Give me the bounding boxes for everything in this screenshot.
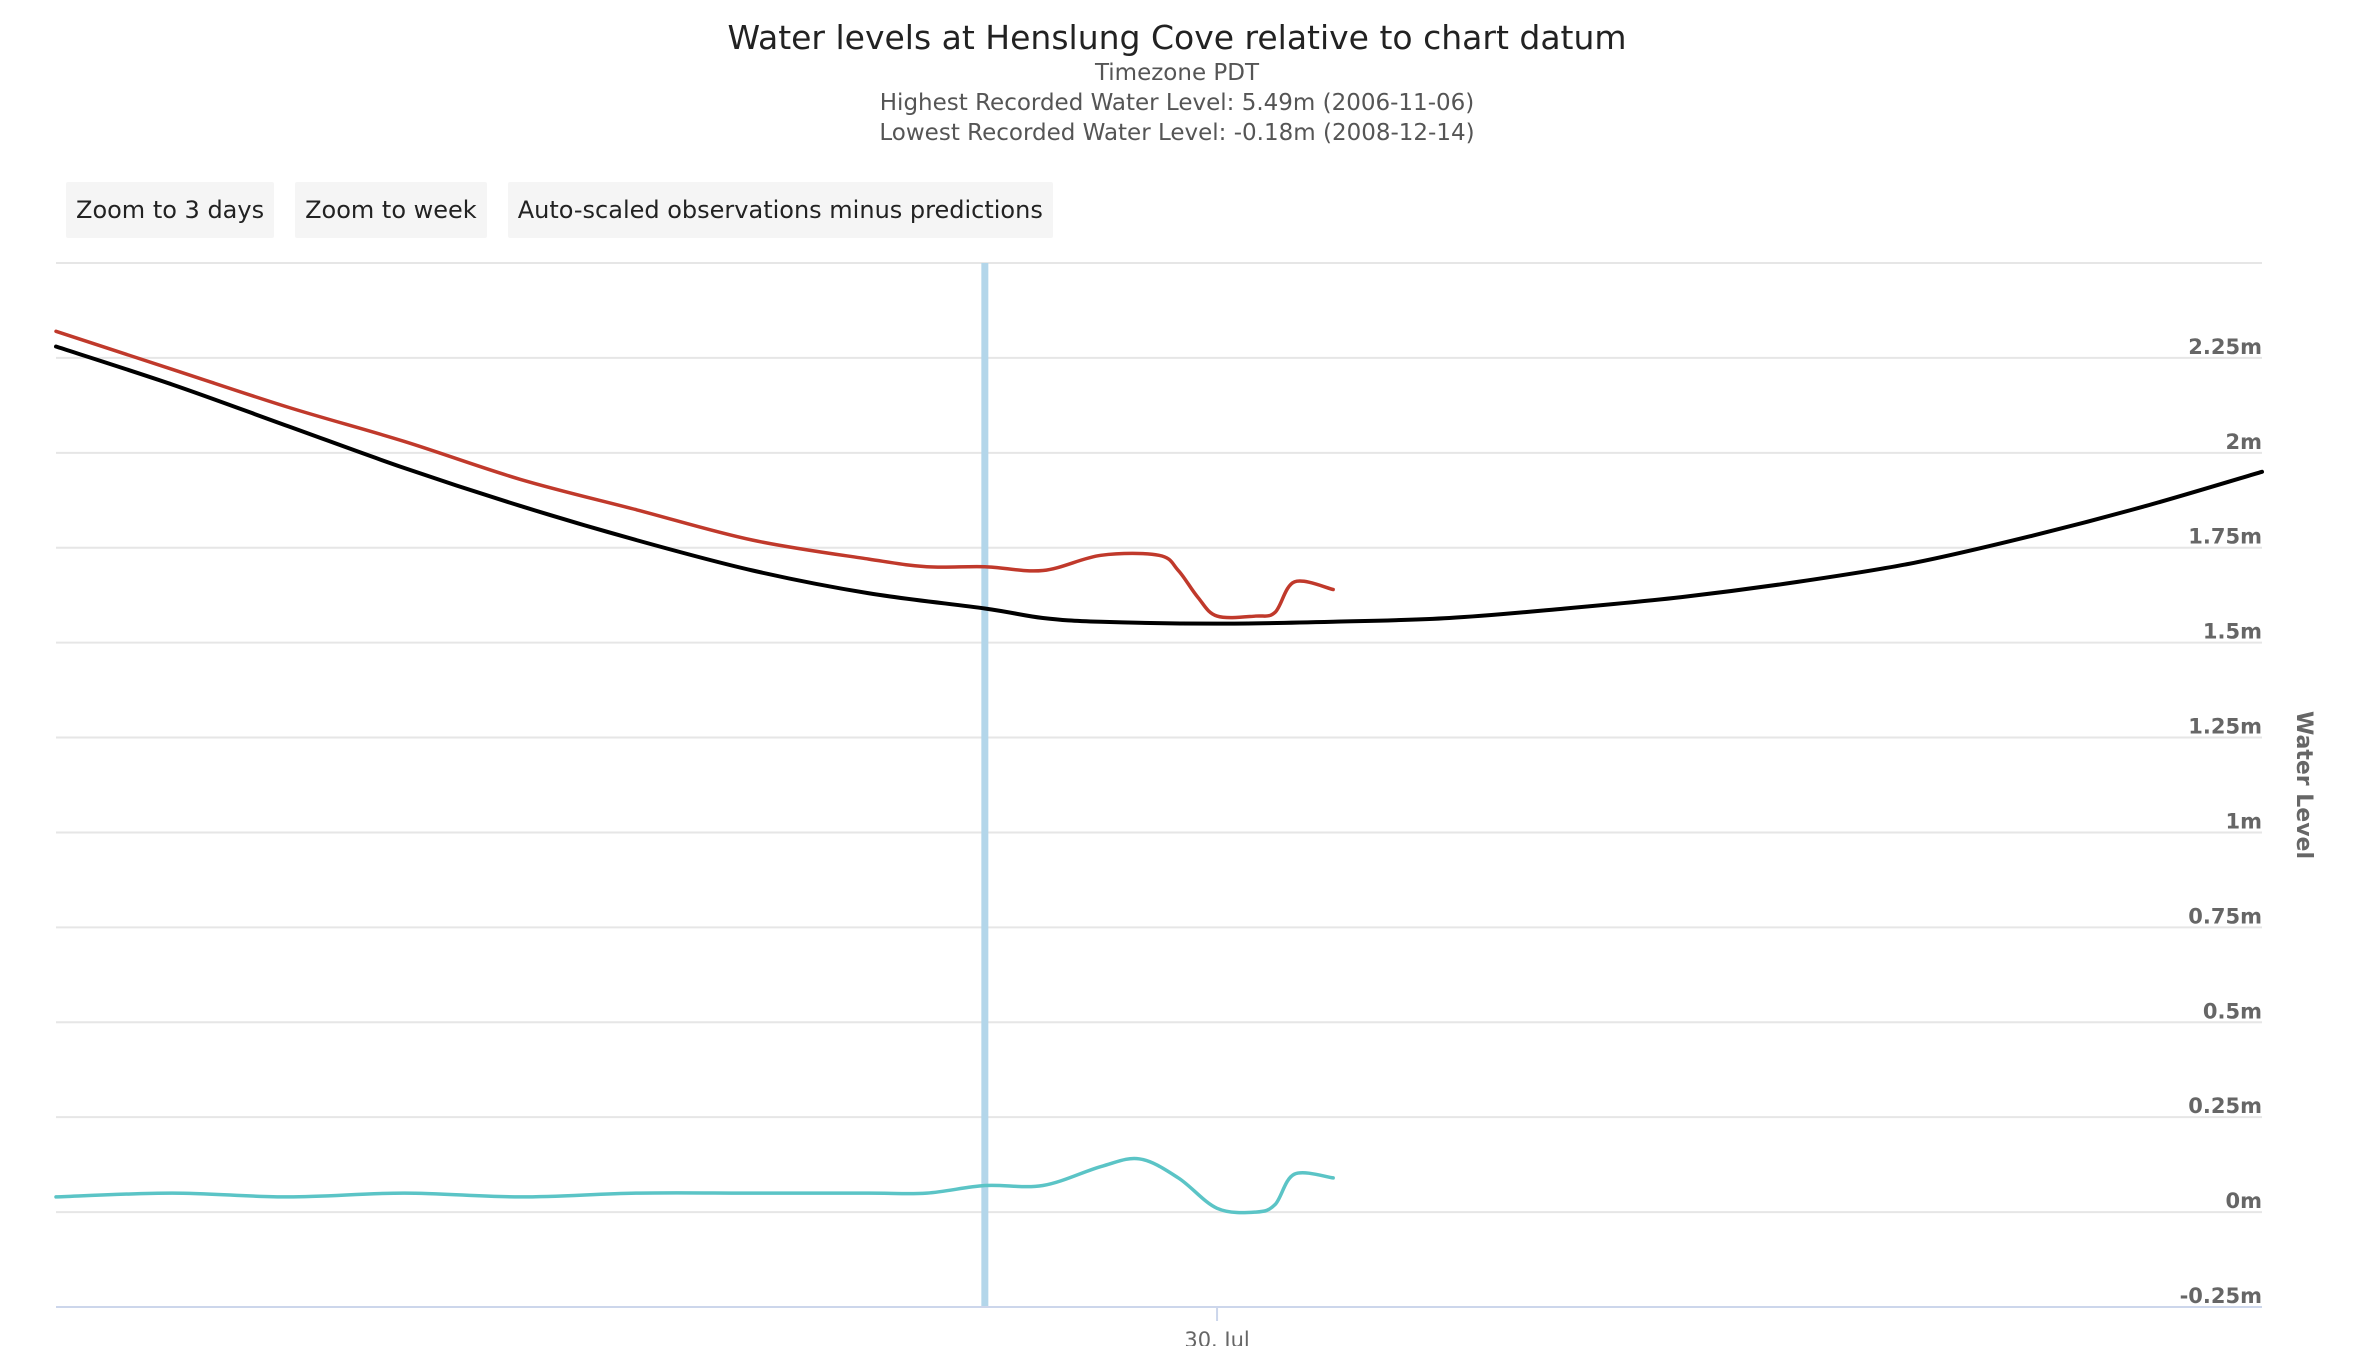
x-tick-label: 30. Jul <box>1184 1328 1249 1346</box>
y-tick-label: 1.5m <box>2203 620 2262 644</box>
residual-series-line <box>54 1156 1335 1215</box>
y-tick-label: 0.25m <box>2188 1094 2262 1118</box>
y-tick-label: 1.25m <box>2188 715 2262 739</box>
lowest-level-label: Lowest Recorded Water Level: -0.18m (200… <box>879 120 1475 146</box>
y-tick-label: 1.75m <box>2188 525 2262 549</box>
y-tick-label: -0.25m <box>2180 1284 2262 1308</box>
y-tick-label: 2m <box>2226 430 2263 454</box>
series-layer <box>54 329 2264 1215</box>
zoom-3-days-button[interactable]: Zoom to 3 days <box>66 182 275 238</box>
y-tick-label: 0.5m <box>2203 999 2262 1023</box>
chart-header: Water levels at Henslung Cove relative t… <box>0 0 2354 148</box>
chart-title: Water levels at Henslung Cove relative t… <box>727 18 1627 57</box>
timezone-label: Timezone PDT <box>1094 60 1260 86</box>
predicted-series-line <box>54 344 2264 626</box>
x-axis: 30. Jul <box>56 1306 2262 1346</box>
zoom-toolbar: Zoom to 3 days Zoom to week Auto-scaled … <box>66 182 1053 238</box>
highest-level-label: Highest Recorded Water Level: 5.49m (200… <box>879 90 1475 116</box>
y-tick-label: 0m <box>2226 1189 2263 1213</box>
auto-scaled-residual-button[interactable]: Auto-scaled observations minus predictio… <box>507 182 1053 238</box>
y-axis: -0.25m 0m 0.25m 0.5m 0.75m 1m 1.25m 1.5m 1.75m 2m… <box>2180 335 2262 1308</box>
y-tick-label: 0.75m <box>2188 904 2262 928</box>
observed-series-line <box>54 329 1335 620</box>
grid-layer <box>56 262 2262 1308</box>
zoom-week-button[interactable]: Zoom to week <box>295 182 487 238</box>
y-tick-label: 1m <box>2226 809 2263 833</box>
y-tick-label: 2.25m <box>2188 335 2262 359</box>
y-axis-title: Water Level <box>2291 711 2316 859</box>
